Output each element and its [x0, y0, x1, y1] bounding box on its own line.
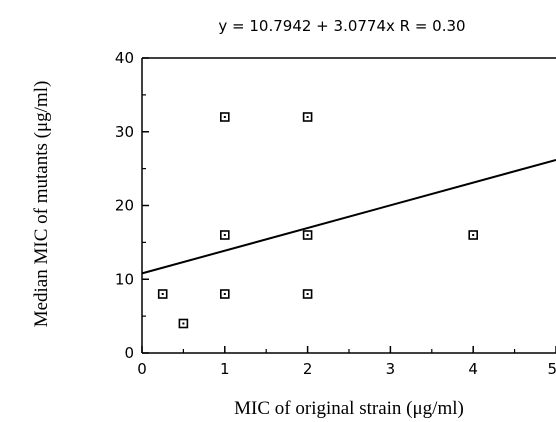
data-point-center: [161, 293, 164, 295]
axis-ticks: [141, 57, 556, 354]
x-tick-label-5: 5: [547, 360, 556, 378]
data-point: [220, 112, 230, 122]
y-tick-label-10: 10: [115, 270, 134, 288]
data-point: [302, 289, 313, 299]
data-point-center: [223, 234, 226, 236]
x-tick-label-1: 1: [220, 360, 230, 378]
data-point: [302, 112, 313, 122]
data-point-center: [306, 293, 309, 295]
x-axis-label: MIC of original strain (μg/ml): [234, 398, 464, 419]
x-tick-label-0: 0: [137, 360, 147, 378]
y-tick-label-0: 0: [124, 344, 134, 362]
data-point: [157, 289, 168, 299]
data-point-center: [306, 234, 309, 236]
y-axis-label: Median MIC of mutants (μg/ml): [31, 81, 52, 328]
data-point-center: [223, 116, 226, 118]
data-points: [157, 112, 479, 329]
regression-line: [141, 158, 556, 275]
data-point-center: [472, 234, 475, 236]
axis-tick-labels: 0 10 20 30 40 0 1 2 3 4 5: [115, 49, 556, 378]
data-point: [178, 318, 189, 329]
plot-area: 0 10 20 30 40 0 1 2 3 4 5: [115, 49, 556, 378]
data-point: [468, 230, 479, 240]
y-tick-label-20: 20: [115, 197, 134, 215]
y-tick-label-30: 30: [115, 123, 134, 141]
data-point: [302, 230, 313, 240]
chart-title: y = 10.7942 + 3.0774x R = 0.30: [218, 17, 465, 35]
x-tick-label-4: 4: [468, 360, 478, 378]
data-point-center: [223, 293, 226, 295]
data-point-center: [306, 116, 309, 118]
x-tick-label-3: 3: [386, 360, 396, 378]
x-tick-label-2: 2: [303, 360, 313, 378]
data-point: [220, 230, 230, 240]
data-point: [220, 289, 230, 299]
y-tick-label-40: 40: [115, 49, 134, 67]
data-point-center: [182, 322, 185, 325]
